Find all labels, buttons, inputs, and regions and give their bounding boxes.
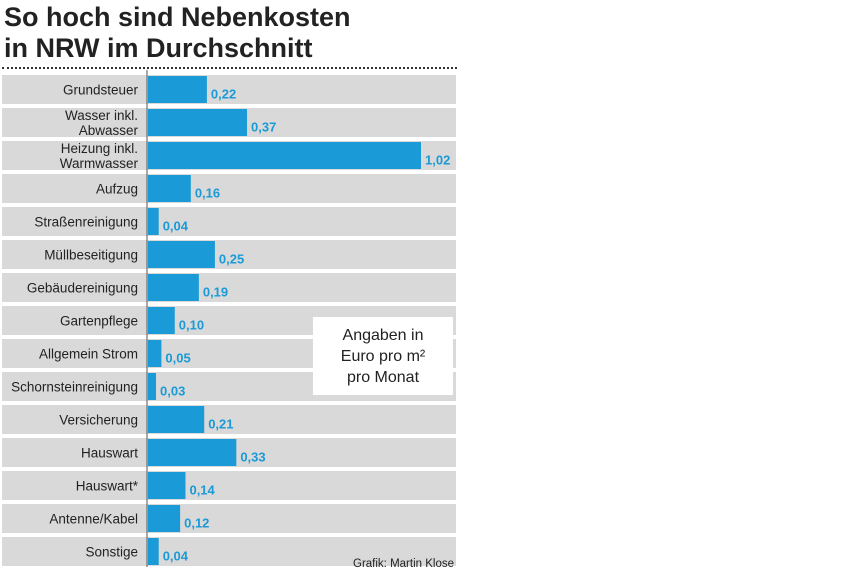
chart-title: So hoch sind Nebenkosten in NRW im Durch… — [4, 2, 464, 64]
graphic-credit: Grafik: Martin Klose — [353, 558, 454, 570]
category-label-line: Antenne/Kabel — [49, 512, 138, 527]
bar — [148, 208, 159, 235]
data-label: 0,21 — [208, 417, 233, 432]
category-label: Müllbeseitigung — [44, 248, 138, 263]
category-label: Hauswart — [81, 446, 138, 461]
dotted-divider — [2, 67, 457, 69]
category-label-line: Wasser inkl. — [65, 108, 138, 123]
category-label: Wasser inkl. Abwasser — [65, 108, 139, 138]
bar — [148, 307, 175, 334]
category-label-line: Müllbeseitigung — [44, 248, 138, 263]
bar — [148, 505, 181, 532]
data-label: 0,03 — [160, 384, 185, 399]
category-label-line: Sonstige — [85, 545, 138, 560]
row-band — [2, 504, 456, 533]
category-label-line: Straßenreinigung — [34, 215, 138, 230]
category-label-line: Gebäudereinigung — [27, 281, 138, 296]
category-label-line: Allgemein Strom — [39, 347, 138, 362]
category-label-line: Heizung inkl. — [61, 141, 138, 156]
units-note: Angaben in Euro pro m² pro Monat — [313, 317, 453, 395]
bar — [148, 472, 186, 499]
category-label: Straßenreinigung — [34, 215, 138, 230]
category-label-line: Grundsteuer — [63, 83, 139, 98]
bar — [148, 406, 205, 433]
row-band — [2, 207, 456, 236]
row-band — [2, 240, 456, 269]
row-band — [2, 174, 456, 203]
row-band — [2, 537, 456, 566]
data-label: 0,05 — [165, 351, 190, 366]
units-note-line-2: Euro pro m² — [340, 347, 426, 365]
category-label: Grundsteuer — [63, 83, 139, 98]
data-label: 0,10 — [179, 318, 204, 333]
chart-title-line-2: in NRW im Durchschnitt — [4, 33, 313, 63]
row-band — [2, 405, 456, 434]
chart-title-line-1: So hoch sind Nebenkosten — [4, 2, 351, 32]
data-label: 0,25 — [219, 252, 244, 267]
category-label-line: Warmwasser — [60, 156, 139, 171]
category-label: Heizung inkl. Warmwasser — [60, 141, 139, 171]
category-label-line: Abwasser — [79, 123, 139, 138]
units-note-line-3: pro Monat — [346, 368, 420, 386]
data-label: 1,02 — [425, 153, 450, 168]
category-label-line: Schornsteinreinigung — [11, 380, 138, 395]
units-note-line-1: Angaben in — [342, 326, 424, 344]
bar — [148, 274, 199, 301]
data-label: 0,37 — [251, 120, 276, 135]
category-label: Aufzug — [96, 182, 138, 197]
data-label: 0,12 — [184, 516, 209, 531]
category-label: Hauswart* — [76, 479, 139, 494]
bar — [148, 142, 421, 169]
data-label: 0,14 — [189, 483, 215, 498]
bar — [148, 373, 157, 400]
data-label: 0,16 — [195, 186, 220, 201]
bar — [148, 439, 237, 466]
category-label-line: Gartenpflege — [60, 314, 138, 329]
bar-chart: Grundsteuer 0,22 Wasser inkl. Abwasser 0,37 H… — [2, 70, 456, 567]
category-label: Versicherung — [59, 413, 138, 428]
row-band — [2, 471, 456, 500]
category-label-line: Aufzug — [96, 182, 138, 197]
bar — [148, 175, 191, 202]
row-band — [2, 75, 456, 104]
category-label: Sonstige — [85, 545, 138, 560]
category-label-line: Versicherung — [59, 413, 138, 428]
category-label: Antenne/Kabel — [49, 512, 138, 527]
data-label: 0,04 — [163, 549, 189, 564]
data-label: 0,22 — [211, 87, 236, 102]
bar — [148, 241, 215, 268]
category-label: Allgemein Strom — [39, 347, 138, 362]
category-label: Gebäudereinigung — [27, 281, 138, 296]
category-label-line: Hauswart* — [76, 479, 139, 494]
row-band — [2, 273, 456, 302]
category-label: Schornsteinreinigung — [11, 380, 138, 395]
category-label: Gartenpflege — [60, 314, 138, 329]
bar — [148, 109, 248, 136]
data-label: 0,04 — [163, 219, 189, 234]
bar — [148, 538, 159, 565]
data-label: 0,19 — [203, 285, 228, 300]
bar — [148, 76, 207, 103]
category-label-line: Hauswart — [81, 446, 138, 461]
data-label: 0,33 — [240, 450, 265, 465]
bar — [148, 340, 162, 367]
